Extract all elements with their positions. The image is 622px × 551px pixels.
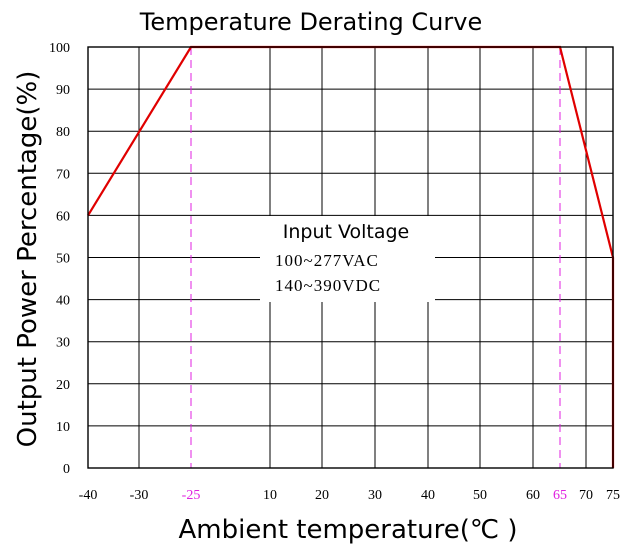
x-tick-labels: -40 -30 -25 10 20 30 40 50 60 65 70 75 xyxy=(79,488,620,503)
y-tick-label-0: 0 xyxy=(63,462,70,477)
annotation-line-ac: 100~277VAC xyxy=(275,251,379,270)
y-tick-labels: 0 10 20 30 40 50 60 70 80 90 100 xyxy=(49,41,70,477)
y-tick-label-100: 100 xyxy=(49,41,70,56)
x-tick-label-40: 40 xyxy=(421,488,435,503)
y-tick-label-70: 70 xyxy=(56,167,70,182)
annotation-line-dc: 140~390VDC xyxy=(275,276,381,295)
y-tick-label-60: 60 xyxy=(56,209,70,224)
reference-lines xyxy=(190,47,561,468)
y-tick-label-50: 50 xyxy=(56,252,70,267)
y-tick-label-20: 20 xyxy=(56,378,70,393)
annotation-heading: Input Voltage xyxy=(283,221,410,243)
x-axis-label: Ambient temperature(℃ ) xyxy=(179,515,518,545)
x-tick-label--40: -40 xyxy=(79,488,98,503)
y-tick-label-40: 40 xyxy=(56,294,70,309)
chart-title: Temperature Derating Curve xyxy=(139,8,482,36)
x-tick-label-75: 75 xyxy=(606,488,620,503)
input-voltage-annotation: Input Voltage 100~277VAC 140~390VDC xyxy=(275,221,409,295)
x-tick-label-70: 70 xyxy=(579,488,593,503)
y-tick-label-10: 10 xyxy=(56,420,70,435)
y-tick-label-30: 30 xyxy=(56,336,70,351)
annotation-backdrop xyxy=(260,216,435,302)
x-tick-label-30: 30 xyxy=(368,488,382,503)
x-tick-label-50: 50 xyxy=(473,488,487,503)
x-tick-label--30: -30 xyxy=(130,488,149,503)
x-tick-label-65: 65 xyxy=(553,488,567,503)
y-axis-label: Output Power Percentage(%) xyxy=(13,71,43,448)
plot-frame xyxy=(87,46,614,469)
x-tick-label--25: -25 xyxy=(182,488,201,503)
x-tick-label-60: 60 xyxy=(526,488,540,503)
y-tick-label-90: 90 xyxy=(56,83,70,98)
x-tick-label-10: 10 xyxy=(263,488,277,503)
y-tick-label-80: 80 xyxy=(56,125,70,140)
x-tick-label-20: 20 xyxy=(315,488,329,503)
